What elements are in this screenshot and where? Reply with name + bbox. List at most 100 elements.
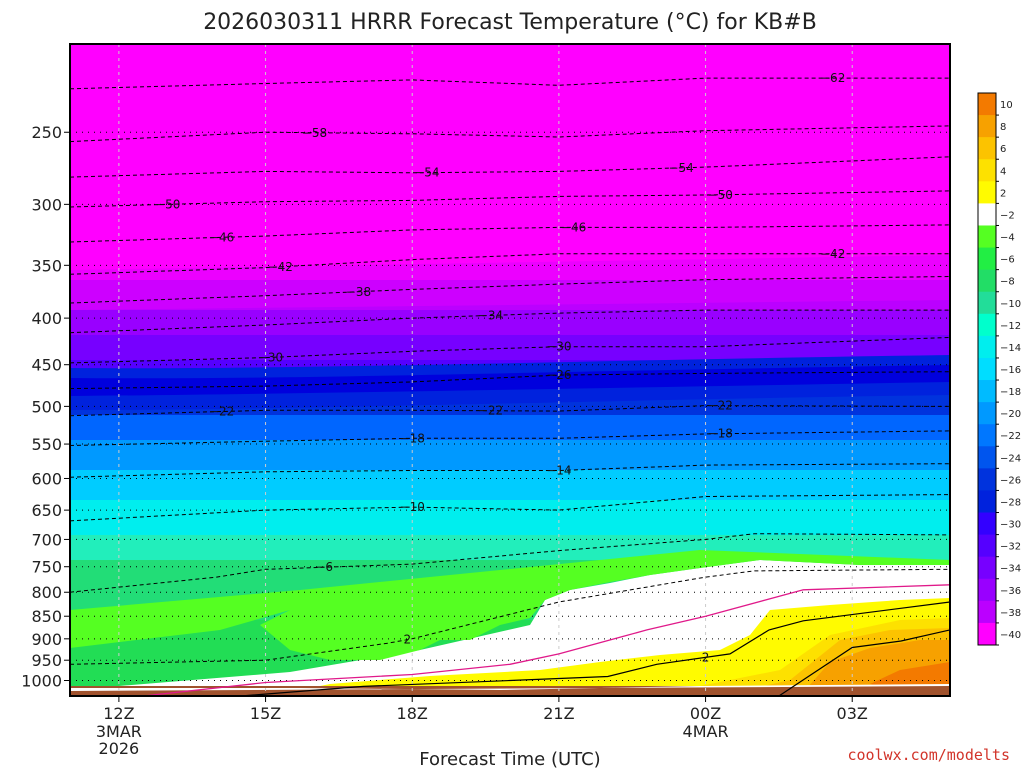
time-tick-label: 15Z xyxy=(250,704,281,723)
isotherm-label: −34 xyxy=(478,308,503,322)
isotherm-dashed xyxy=(70,125,950,143)
time-tick-date: 3MAR xyxy=(96,722,142,741)
colorbar-label: −38 xyxy=(1000,608,1021,619)
colorbar-label: −8 xyxy=(1000,277,1015,288)
isotherm-label: −54 xyxy=(668,161,693,175)
colorbar-swatch xyxy=(978,600,996,624)
colorbar-swatch xyxy=(978,512,996,536)
isotherm-solid xyxy=(778,629,950,696)
colorbar-swatch xyxy=(978,446,996,469)
colorbar-label: −26 xyxy=(1000,475,1021,486)
colorbar-swatch xyxy=(978,269,996,293)
time-tick-year: 2026 xyxy=(99,739,140,758)
isotherm-label: −50 xyxy=(155,197,180,211)
colorbar-label: −6 xyxy=(1000,255,1015,266)
pressure-tick-label: 450 xyxy=(31,356,62,375)
colorbar-label: −40 xyxy=(1000,630,1021,641)
temperature-bands xyxy=(70,44,950,696)
isotherm-dashed xyxy=(70,224,950,243)
colorbar-label: −30 xyxy=(1000,520,1021,531)
isotherm-label: −46 xyxy=(209,230,234,244)
colorbar-label: −22 xyxy=(1000,431,1021,442)
pressure-tick-label: 750 xyxy=(31,558,62,577)
colorbar-label: −36 xyxy=(1000,586,1021,597)
isotherm-dashed xyxy=(70,190,950,208)
freezing-line xyxy=(143,584,950,696)
isotherm-dashed xyxy=(70,156,950,178)
colorbar-label: −18 xyxy=(1000,387,1021,398)
isotherm-dashed xyxy=(70,405,950,417)
colorbar-swatch xyxy=(978,159,996,182)
colorbar-swatch xyxy=(978,181,996,204)
chart-title: 2026030311 HRRR Forecast Temperature (°C… xyxy=(203,10,817,35)
isotherm-label: −18 xyxy=(708,427,733,441)
colorbar-label: −28 xyxy=(1000,497,1021,508)
isotherm-label: −38 xyxy=(346,285,371,299)
colorbar: 10 8 6 4 2 −2 −4 −6 −8 −10 −12 −14 −16 −18 −20 −22 −24 −2… xyxy=(977,92,1021,646)
isotherm-label: −62 xyxy=(820,71,845,85)
time-tick-label: 18Z xyxy=(397,704,428,723)
colorbar-label: 8 xyxy=(1000,122,1006,133)
pressure-tick-label: 950 xyxy=(31,651,62,670)
isotherm-label: −26 xyxy=(546,368,571,382)
isotherm-label: −18 xyxy=(400,431,425,445)
pressure-tick-label: 700 xyxy=(31,530,62,549)
isotherm-dashed xyxy=(70,494,950,522)
isotherm-label: −6 xyxy=(315,560,333,574)
colorbar-swatch xyxy=(978,468,996,491)
pressure-tick-label: 850 xyxy=(31,607,62,626)
isotherm-dashed xyxy=(70,463,950,478)
plot-frame xyxy=(69,43,951,697)
pressure-tick-label: 650 xyxy=(31,501,62,520)
colorbar-swatch xyxy=(978,291,996,315)
isotherm-label: −22 xyxy=(708,399,733,413)
colorbar-swatch xyxy=(978,622,996,646)
time-tick-label: 21Z xyxy=(543,704,574,723)
isotherm-label: 2 xyxy=(702,650,710,664)
colorbar-swatch xyxy=(978,534,996,558)
colorbar-label: 4 xyxy=(1000,166,1006,177)
isotherm-label: −10 xyxy=(400,500,425,514)
isotherm-label: −22 xyxy=(209,405,234,419)
isotherm-dashed xyxy=(70,77,950,90)
pressure-tick-label: 550 xyxy=(31,435,62,454)
pressure-axis: 250 300 350 400 450 500 550 600 650 700 750 800 850 9… xyxy=(21,123,70,690)
colorbar-swatch xyxy=(978,225,996,249)
plot-area: −62−58−54 −54−50−50−46−46−42−42−38−34−30−… xyxy=(70,44,950,696)
colorbar-label: −32 xyxy=(1000,542,1021,553)
x-axis-label: Forecast Time (UTC) xyxy=(419,749,600,768)
isotherm-label: −30 xyxy=(546,340,571,354)
colorbar-label: −2 xyxy=(1000,210,1015,221)
colorbar-swatch xyxy=(978,424,996,447)
pressure-tick-label: 500 xyxy=(31,397,62,416)
isotherm-dashed xyxy=(70,430,950,446)
isotherms-solid xyxy=(241,601,950,696)
colorbar-swatch xyxy=(978,93,996,116)
credit-text: coolwx.com/modelts xyxy=(847,746,1010,764)
pressure-tick-label: 600 xyxy=(31,469,62,488)
colorbar-label: −12 xyxy=(1000,321,1021,332)
band-cyan-2 xyxy=(70,500,950,540)
colorbar-label: 10 xyxy=(1000,100,1013,111)
colorbar-label: −24 xyxy=(1000,453,1021,464)
terrain-white xyxy=(70,684,950,696)
colorbar-swatch xyxy=(978,402,996,425)
isotherm-solid xyxy=(241,601,950,696)
colorbar-swatch xyxy=(978,247,996,271)
colorbar-label: −16 xyxy=(1000,365,1021,376)
isotherm-label: −54 xyxy=(414,166,439,180)
isotherm-zero xyxy=(143,584,950,696)
isotherm-label: −42 xyxy=(268,260,293,274)
colorbar-label: −4 xyxy=(1000,233,1015,244)
colorbar-swatch xyxy=(978,357,996,381)
pressure-tick-label: 400 xyxy=(31,309,62,328)
time-tick-label: 03Z xyxy=(837,704,868,723)
colorbar-swatch xyxy=(978,137,996,160)
pressure-tick-label: 900 xyxy=(31,630,62,649)
colorbar-swatch xyxy=(978,203,996,226)
colorbar-label: −14 xyxy=(1000,343,1021,354)
time-tick-date: 4MAR xyxy=(683,722,729,741)
band-green-surface xyxy=(70,550,950,660)
